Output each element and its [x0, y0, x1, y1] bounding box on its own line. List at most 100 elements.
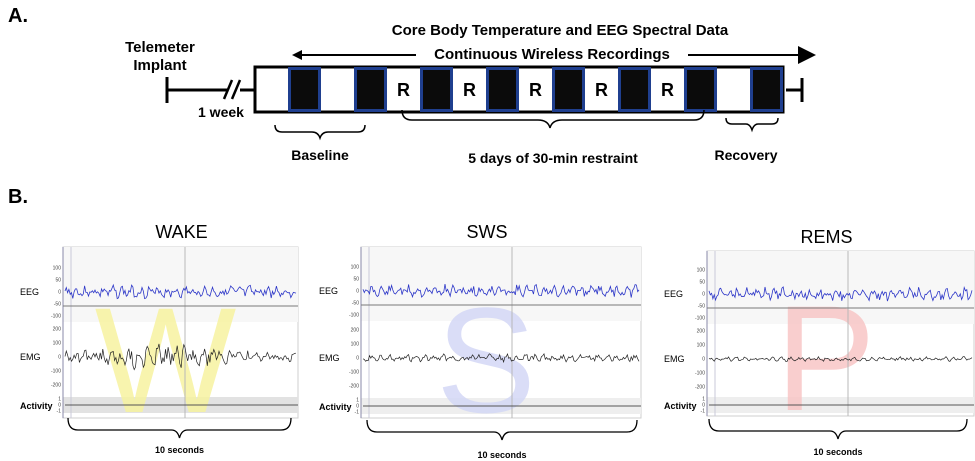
eeg-channel-label: EEG — [319, 286, 338, 296]
restraint-cell — [520, 68, 551, 111]
activity-channel-label: Activity — [664, 401, 697, 411]
dark-period-cell — [486, 67, 519, 112]
recovery-bracket — [725, 117, 779, 133]
activity-tick-label: -1 — [701, 409, 706, 415]
duration-label: 10 seconds — [477, 450, 526, 460]
emg-channel-label: EMG — [20, 352, 41, 362]
emg-tick-label: 100 — [351, 342, 360, 348]
restraint-marker: R — [595, 80, 608, 100]
recordings-arrow — [292, 46, 816, 64]
duration-label: 10 seconds — [155, 445, 204, 455]
activity-tick-label: 0 — [702, 403, 705, 409]
light-period-cell — [256, 68, 287, 111]
restraint-marker: R — [661, 80, 674, 100]
activity-channel-label: Activity — [319, 402, 352, 412]
emg-tick-label: 200 — [351, 328, 360, 334]
panel-b-letter: B. — [8, 186, 28, 208]
state-panel-sws: SWSS100500-50-1002001000-100-20010-1EEGE… — [319, 222, 642, 460]
restraint-marker: R — [463, 80, 476, 100]
arrow-label: Continuous Wireless Recordings — [434, 46, 670, 63]
emg-tick-label: -100 — [695, 371, 705, 377]
dark-period-cell — [420, 67, 453, 112]
eeg-tick-label: -100 — [695, 316, 705, 322]
state-title: REMS — [800, 227, 852, 247]
emg-channel-label: EMG — [664, 354, 685, 364]
emg-tick-label: -100 — [349, 370, 359, 376]
dark-period-cell — [684, 67, 717, 112]
emg-tick-label: 0 — [702, 357, 705, 363]
eeg-tick-label: 50 — [55, 278, 61, 284]
eeg-tick-label: -50 — [698, 304, 705, 310]
duration-bracket — [708, 418, 968, 440]
activity-tick-label: 0 — [58, 403, 61, 409]
light-period-cell — [322, 68, 353, 111]
panel-a-letter: A. — [8, 5, 28, 27]
emg-tick-label: -100 — [51, 369, 61, 375]
restraint-marker: R — [529, 80, 542, 100]
activity-tick-label: -1 — [57, 409, 62, 415]
eeg-channel-label: EEG — [20, 287, 39, 297]
eeg-tick-label: -100 — [51, 314, 61, 320]
telemeter-label-line1: Telemeter — [125, 39, 195, 56]
dark-period-cell — [354, 67, 387, 112]
dark-period-cell — [750, 67, 783, 112]
emg-tick-label: 0 — [58, 355, 61, 361]
duration-bracket — [67, 417, 292, 439]
activity-tick-label: 0 — [356, 404, 359, 410]
eeg-tick-label: -100 — [349, 313, 359, 319]
eeg-tick-label: 50 — [699, 280, 705, 286]
emg-channel-label: EMG — [319, 353, 340, 363]
restraint-cell — [586, 68, 617, 111]
eeg-tick-label: 0 — [356, 289, 359, 295]
eeg-tick-label: 0 — [58, 290, 61, 296]
restraint-marker: R — [397, 80, 410, 100]
eeg-tick-label: 100 — [351, 265, 360, 271]
emg-trace — [64, 343, 297, 371]
eeg-tick-label: -50 — [54, 302, 61, 308]
emg-tick-label: 200 — [53, 327, 62, 333]
restraint-label: 5 days of 30-min restraint — [468, 150, 638, 166]
duration-label: 10 seconds — [813, 447, 862, 457]
emg-tick-label: 100 — [53, 341, 62, 347]
activity-tick-label: 1 — [356, 398, 359, 404]
restraint-cell — [652, 68, 683, 111]
timeline-end — [786, 78, 804, 102]
eeg-tick-label: -50 — [352, 301, 359, 307]
eeg-channel-label: EEG — [664, 289, 683, 299]
emg-tick-label: -200 — [695, 385, 705, 391]
baseline-bracket — [274, 124, 366, 141]
eeg-trace — [362, 283, 640, 299]
dark-period-cell — [618, 67, 651, 112]
recovery-label: Recovery — [714, 147, 777, 163]
activity-tick-label: 1 — [58, 397, 61, 403]
duration-bracket — [366, 419, 638, 441]
implant-line — [165, 77, 255, 103]
activity-tick-label: -1 — [355, 410, 360, 416]
emg-tick-label: -200 — [51, 383, 61, 389]
baseline-label: Baseline — [291, 147, 349, 163]
light-period-cell — [718, 68, 749, 111]
eeg-tick-label: 50 — [353, 277, 359, 283]
telemeter-label-line2: Implant — [133, 57, 186, 74]
state-watermark: W — [95, 276, 237, 444]
dark-period-cell — [288, 67, 321, 112]
week-label: 1 week — [198, 104, 244, 120]
sleep-state-panels: WAKEW100500-50-1002001000-100-20010-1EEG… — [20, 222, 975, 460]
restraint-bracket — [401, 109, 705, 129]
restraint-cell — [388, 68, 419, 111]
state-panel-rems: REMSP100500-50-1002001000-100-20010-1EEG… — [664, 227, 975, 457]
state-watermark: S — [436, 276, 536, 444]
eeg-tick-label: 0 — [702, 292, 705, 298]
activity-channel-label: Activity — [20, 401, 53, 411]
eeg-trace — [708, 285, 973, 302]
emg-trace — [708, 355, 973, 362]
emg-trace — [362, 353, 640, 364]
top-title: Core Body Temperature and EEG Spectral D… — [392, 22, 729, 39]
eeg-band — [63, 247, 298, 322]
dark-period-cell — [552, 67, 585, 112]
eeg-tick-label: 100 — [53, 266, 62, 272]
emg-tick-label: 0 — [356, 356, 359, 362]
eeg-trace — [64, 283, 297, 300]
